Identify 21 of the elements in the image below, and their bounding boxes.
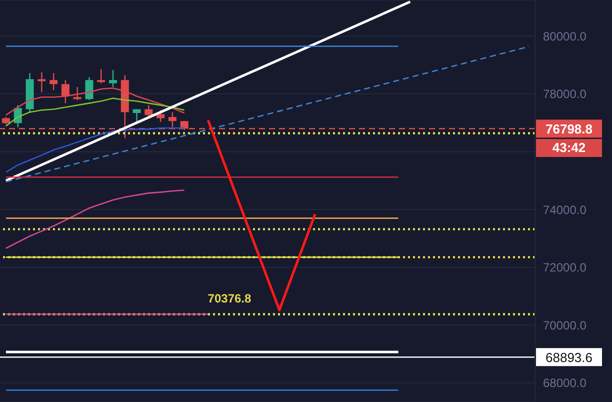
candlestick (97, 68, 106, 84)
y-tick-label: 80000.0 (543, 29, 587, 44)
y-tick-label: 68000.0 (543, 376, 587, 390)
y-tick-label: 78000.0 (543, 87, 587, 102)
candlestick (132, 108, 141, 124)
annotation: 70376.8 (208, 291, 252, 306)
y-tick-label: 72000.0 (543, 260, 587, 275)
ref-line-label: 76798.8 (546, 122, 592, 137)
line-series (5, 127, 185, 173)
y-tick-label: 74000.0 (543, 202, 587, 217)
candlestick (38, 72, 46, 93)
y-tick-label: 70000.0 (543, 318, 587, 332)
line-series (5, 98, 185, 127)
ref-line-label: 68893.6 (546, 350, 592, 366)
text: 43:42 (536, 138, 602, 157)
candlestick (50, 72, 58, 91)
line-series (5, 190, 185, 249)
candlestick (109, 69, 117, 88)
candlestick (85, 76, 94, 101)
candlestick (144, 104, 153, 118)
candlestick (156, 110, 165, 123)
